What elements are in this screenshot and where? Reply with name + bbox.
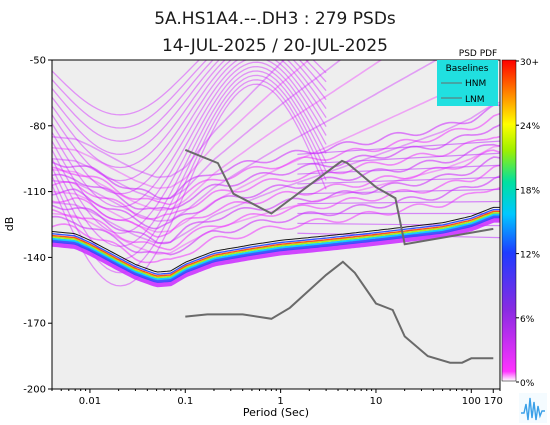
psd-lp-line-3 xyxy=(297,176,500,185)
psd-upper-band-13 xyxy=(52,83,327,287)
psd-band-0 xyxy=(52,187,500,264)
psd-upper-band-12 xyxy=(52,79,327,274)
colorbar xyxy=(501,59,517,382)
psd-upper-band-6 xyxy=(52,60,327,195)
x-tick-label-0: 0.01 xyxy=(79,396,101,407)
psd-band-7 xyxy=(52,124,500,210)
psd-upper-band-5 xyxy=(52,60,327,182)
psd-lp-line-1 xyxy=(297,152,500,165)
psd-upper-band-8 xyxy=(52,61,327,221)
y-tick-label-2: -110 xyxy=(23,187,46,198)
y-axis-ticks: -50 -80 -110 -140 -170 -200 xyxy=(23,56,52,396)
x-tick-label-5: 170 xyxy=(484,396,503,407)
psd-upper-band-1 xyxy=(52,60,327,129)
colorbar-tick-label-2: 18% xyxy=(520,186,540,196)
psd-mode-ridge-1 xyxy=(52,215,500,283)
psd-mode-ridge-5 xyxy=(52,208,500,275)
psd-band-3 xyxy=(52,156,500,245)
lnm-baseline xyxy=(185,260,494,364)
psd-band-6 xyxy=(52,135,500,220)
x-tick-label-1: 0.1 xyxy=(177,396,193,407)
legend-title: Baselines xyxy=(446,64,489,74)
psd-band-8 xyxy=(52,112,500,206)
psd-band-13 xyxy=(52,60,438,222)
psd-band-17 xyxy=(52,60,286,179)
psd-band-4 xyxy=(52,149,500,238)
psd-band-11 xyxy=(52,101,500,244)
psd-mode-ridge-2 xyxy=(52,213,500,281)
colorbar-ticks: 30+ 24% 18% 12% 6% 0% xyxy=(516,58,540,389)
psd-lp-line-0 xyxy=(297,140,500,155)
psd-upper-band-3 xyxy=(52,60,327,155)
psd-lp-line-4 xyxy=(297,188,500,195)
psd-lp-line-2 xyxy=(297,164,500,175)
psd-mode-ridge-0 xyxy=(52,217,500,288)
psd-upper-band-9 xyxy=(52,65,327,234)
colorbar-tick-label-3: 12% xyxy=(520,251,540,261)
y-tick-label-5: -200 xyxy=(23,385,46,396)
colorbar-tick-label-5: 0% xyxy=(520,379,535,389)
colorbar-tick-label-1: 24% xyxy=(520,122,540,132)
x-tick-label-4: 100 xyxy=(462,396,481,407)
psd-upper-band-2 xyxy=(52,60,327,142)
x-axis-label: Period (Sec) xyxy=(243,406,309,419)
psd-band-16 xyxy=(52,60,311,190)
x-axis-ticks: 0.01 0.1 1 10 100 170 xyxy=(51,389,503,407)
psd-band-9 xyxy=(52,104,500,200)
y-axis-label: dB xyxy=(3,217,16,232)
psd-band-2 xyxy=(52,164,500,251)
hnm-baseline xyxy=(184,148,494,246)
psd-lp-line-5 xyxy=(297,200,500,205)
baselines-legend: Baselines HNM LNM xyxy=(437,60,498,106)
psd-band-15 xyxy=(52,60,342,201)
baseline-models xyxy=(184,148,494,364)
legend-lnm-label: LNM xyxy=(465,95,485,105)
psd-upper-band-4 xyxy=(52,60,327,169)
psd-band-14 xyxy=(52,60,383,212)
y-tick-label-1: -80 xyxy=(30,121,46,132)
x-tick-label-2: 1 xyxy=(277,396,283,407)
waveform-logo-icon xyxy=(519,393,547,423)
psd-upper-band-0 xyxy=(52,60,327,116)
psd-mode-ridge-6 xyxy=(52,206,500,273)
colorbar-tick-label-0: 30+ xyxy=(520,58,539,68)
colorbar-title: PSD PDF xyxy=(459,49,497,59)
psd-mode-ridge-4 xyxy=(52,210,500,277)
y-tick-label-3: -140 xyxy=(23,253,46,264)
psd-band-5 xyxy=(52,143,500,230)
chart-subtitle: 14-JUL-2025 / 20-JUL-2025 xyxy=(162,36,388,56)
y-tick-label-0: -50 xyxy=(30,56,46,67)
x-tick-label-3: 10 xyxy=(370,396,383,407)
psd-upper-band-7 xyxy=(52,60,327,208)
psd-mode-ridge-3 xyxy=(52,212,500,279)
psd-band-1 xyxy=(52,175,500,256)
y-tick-label-4: -170 xyxy=(23,319,46,330)
chart-title: 5A.HS1A4.--.DH3 : 279 PSDs xyxy=(154,9,396,29)
psd-band-12 xyxy=(52,60,500,233)
colorbar-tick-label-4: 6% xyxy=(520,315,535,325)
legend-hnm-label: HNM xyxy=(465,79,486,89)
psd-upper-band-10 xyxy=(52,70,327,248)
